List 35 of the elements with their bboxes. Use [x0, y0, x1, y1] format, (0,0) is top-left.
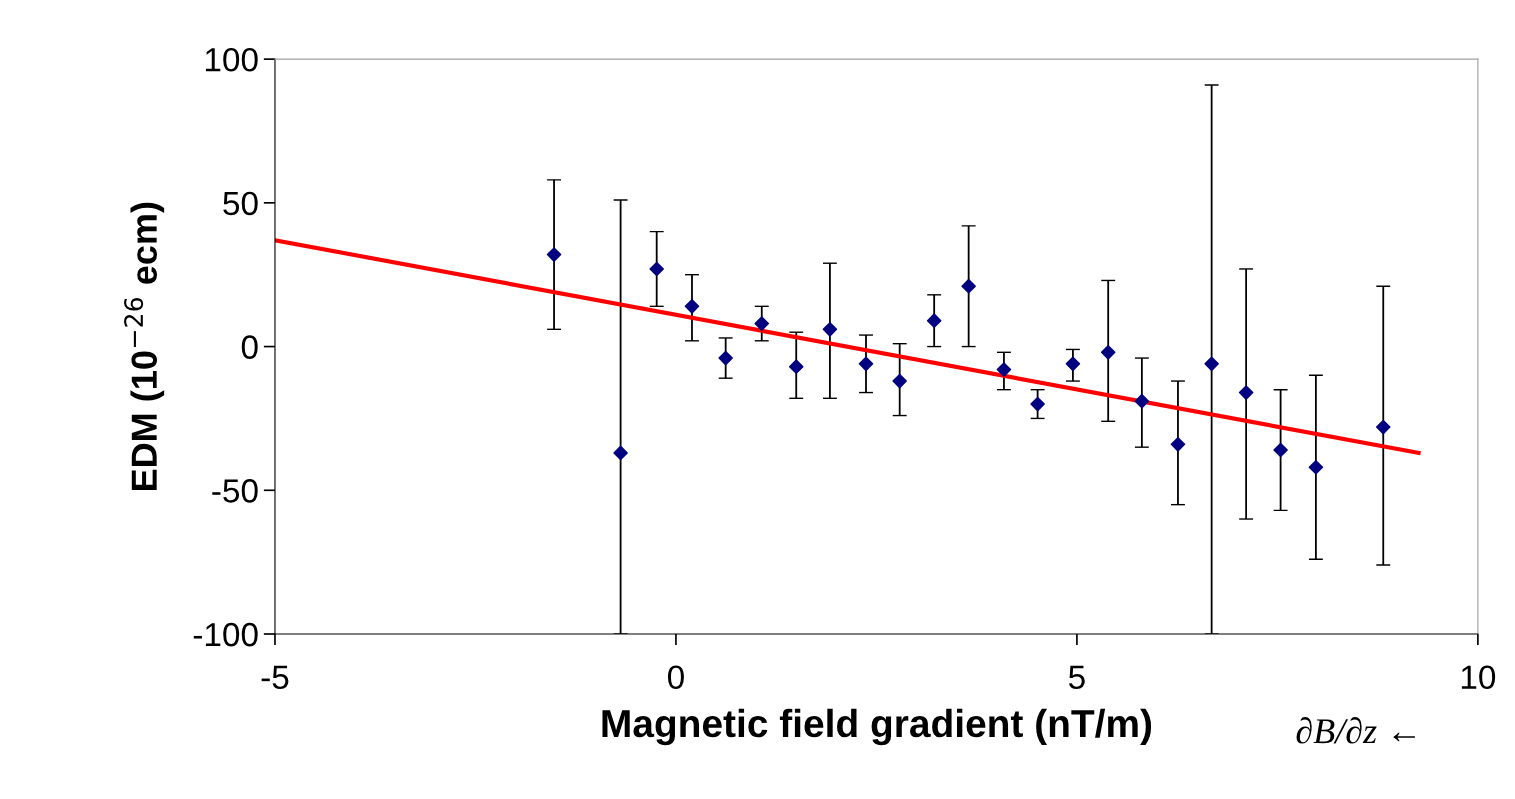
x-tick-label: 5 [1068, 665, 1085, 690]
point [1308, 460, 1324, 475]
text: ∂B/∂z ← [1296, 717, 1415, 744]
x-tick-label: -5 [261, 665, 289, 690]
point [1238, 385, 1254, 400]
y-tick-label: 0 [241, 335, 258, 359]
point [1030, 396, 1045, 412]
x-tick-label: 0 [667, 665, 684, 690]
y-tick-label: -50 [212, 479, 258, 503]
point [788, 359, 804, 374]
point [754, 316, 770, 331]
point [718, 350, 733, 366]
y-tick-label: 100 [205, 47, 258, 72]
y-axis-title: EDM (10$^{−26}$ ecm) [124, 202, 165, 491]
point [822, 322, 838, 337]
point [649, 261, 664, 277]
y-tick-label: 50 [223, 191, 258, 216]
point [1204, 356, 1219, 372]
point [858, 356, 874, 372]
point [1134, 393, 1150, 409]
x-axis-title: Magnetic field gradient (nT/m) [602, 708, 1152, 746]
point [1375, 419, 1391, 435]
point [892, 373, 907, 389]
point [996, 362, 1012, 377]
point [1170, 437, 1186, 452]
point [961, 278, 976, 294]
point [613, 445, 628, 461]
point [1273, 442, 1288, 458]
x-tick-label: 10 [1461, 665, 1496, 690]
point [684, 299, 700, 314]
point [926, 313, 942, 328]
point [1065, 356, 1081, 372]
point [546, 247, 562, 262]
point [1100, 345, 1116, 360]
y-tick-label: -100 [193, 622, 258, 647]
